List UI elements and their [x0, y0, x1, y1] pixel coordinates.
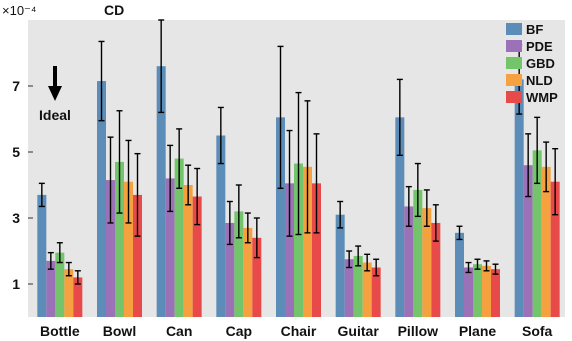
bar-nld-bowl: [124, 181, 133, 317]
x-axis-labels: Bottle Bowl Can Cap Chair Guitar Pillow Plane So…: [40, 323, 553, 339]
y-tick-label: 7: [12, 78, 20, 94]
bar-gbd-guitar: [353, 255, 363, 317]
bar-nld-chair: [303, 166, 312, 317]
bar-nld-cap: [243, 227, 253, 317]
bar-bf-bottle: [37, 194, 47, 317]
bar-nld-plane: [482, 265, 491, 317]
bar-nld-bottle: [64, 269, 74, 317]
x-tick-label: Bottle: [40, 323, 80, 339]
bar-gbd-sofa: [532, 150, 542, 317]
bar-bf-pillow: [395, 117, 405, 317]
legend-swatch-nld: [506, 74, 522, 86]
bar-nld-can: [183, 185, 193, 317]
bar-bf-can: [156, 66, 166, 317]
bar-bf-cap: [216, 135, 226, 317]
bar-bf-chair: [276, 117, 285, 317]
x-tick-label: Guitar: [338, 323, 380, 339]
y-tick-label: 5: [12, 144, 20, 160]
legend-swatch-gbd: [506, 57, 522, 69]
bar-gbd-pillow: [413, 189, 423, 317]
bars-layer: [37, 66, 560, 318]
x-tick-label: Cap: [226, 323, 252, 339]
legend-swatch-bf: [506, 23, 522, 35]
bar-wmp-plane: [491, 269, 500, 317]
bar-wmp-can: [192, 196, 202, 317]
bar-gbd-can: [174, 158, 184, 317]
bar-pde-bottle: [46, 260, 56, 317]
bar-wmp-cap: [252, 237, 262, 317]
bar-wmp-chair: [312, 183, 321, 317]
bar-nld-pillow: [422, 208, 432, 317]
bar-pde-bowl: [106, 180, 115, 317]
y-tick-label: 1: [12, 276, 20, 292]
bar-gbd-bottle: [55, 252, 65, 317]
arrow-head-icon: [48, 86, 62, 101]
x-tick-label: Bowl: [103, 323, 136, 339]
x-tick-label: Can: [166, 323, 192, 339]
x-tick-label: Chair: [281, 323, 317, 339]
y-axis-ticks: 1 3 5 7: [12, 78, 33, 292]
legend-label-nld: NLD: [526, 73, 553, 88]
x-tick-label: Plane: [459, 323, 497, 339]
bar-wmp-sofa: [550, 181, 560, 317]
bar-gbd-bowl: [115, 161, 124, 317]
bar-bf-bowl: [97, 81, 106, 317]
bar-wmp-bowl: [133, 194, 142, 317]
legend-swatch-pde: [506, 40, 522, 52]
bar-pde-cap: [225, 222, 235, 317]
y-tick-label: 3: [12, 210, 20, 226]
bar-wmp-guitar: [371, 267, 381, 317]
legend-label-wmp: WMP: [526, 90, 558, 105]
x-tick-label: Pillow: [398, 323, 439, 339]
bar-pde-plane: [464, 267, 473, 317]
x-tick-label: Sofa: [522, 323, 553, 339]
bar-pde-can: [165, 178, 175, 317]
bar-gbd-plane: [473, 264, 482, 317]
bar-bf-sofa: [514, 79, 524, 318]
ideal-annotation: Ideal: [39, 66, 71, 123]
bar-nld-guitar: [362, 262, 372, 317]
chart-title: CD: [104, 2, 124, 18]
bar-pde-pillow: [404, 206, 414, 317]
ideal-label: Ideal: [39, 107, 71, 123]
bar-gbd-chair: [294, 163, 303, 317]
bar-nld-sofa: [541, 166, 551, 317]
y-exponent-label: ×10⁻⁴: [2, 3, 37, 18]
legend-label-bf: BF: [526, 22, 543, 37]
bar-wmp-pillow: [431, 222, 441, 317]
legend-swatch-wmp: [506, 91, 522, 103]
bar-pde-guitar: [344, 259, 354, 317]
bar-pde-chair: [285, 183, 294, 317]
legend-label-gbd: GBD: [526, 56, 555, 71]
bar-bf-guitar: [335, 214, 345, 317]
bar-gbd-cap: [234, 211, 244, 317]
bar-wmp-bottle: [73, 277, 83, 317]
bar-pde-sofa: [523, 165, 533, 317]
bar-bf-plane: [455, 232, 464, 317]
legend-label-pde: PDE: [526, 39, 553, 54]
legend: BF PDE GBD NLD WMP: [506, 22, 558, 105]
